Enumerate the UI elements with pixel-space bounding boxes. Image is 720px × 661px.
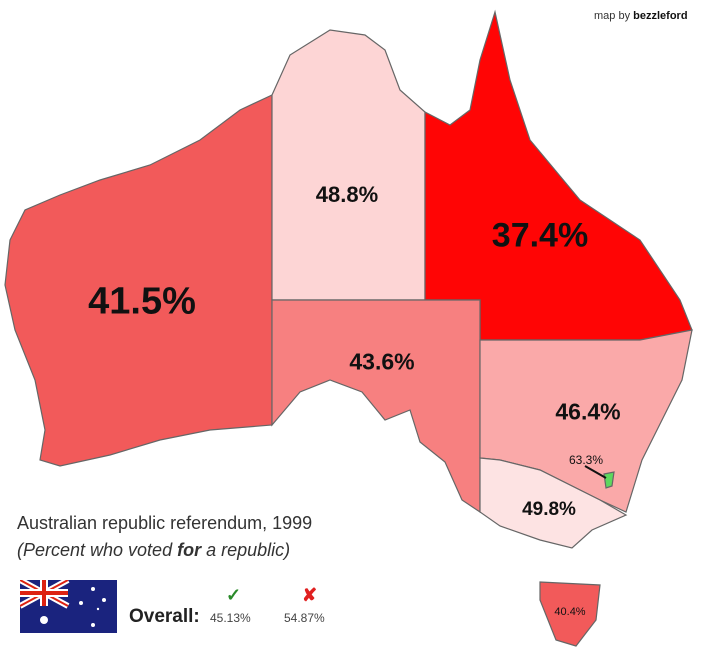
label-vic: 49.8%	[522, 499, 576, 520]
label-tas: 40.4%	[554, 606, 586, 618]
region-queensland[interactable]	[424, 9, 693, 341]
overall-no-value: 54.87%	[284, 611, 325, 625]
map-subtitle: (Percent who voted for a republic)	[17, 540, 290, 561]
region-south-australia[interactable]	[271, 299, 481, 514]
overall-yes-value: 45.13%	[210, 611, 251, 625]
australian-flag-icon	[20, 580, 117, 633]
subtitle-after: a republic)	[201, 540, 291, 560]
region-victoria[interactable]	[479, 457, 628, 549]
label-nsw: 46.4%	[555, 398, 621, 425]
region-northern-territory[interactable]	[271, 29, 426, 301]
check-icon: ✓	[226, 585, 242, 605]
region-tasmania[interactable]	[539, 581, 601, 647]
cross-icon: ✘	[302, 585, 318, 605]
label-act: 63.3%	[568, 453, 604, 467]
subtitle-bold: for	[177, 540, 202, 560]
subtitle-before: (Percent who voted	[17, 540, 178, 560]
label-wa: 41.5%	[88, 280, 196, 323]
region-act[interactable]	[603, 471, 615, 489]
map-credit: map by bezzleford	[594, 10, 688, 22]
credit-author: bezzleford	[633, 10, 688, 22]
label-qld: 37.4%	[491, 216, 589, 255]
credit-prefix: map by	[594, 10, 631, 22]
label-sa: 43.6%	[349, 348, 415, 375]
act-pointer	[584, 465, 607, 479]
region-western-australia[interactable]	[4, 94, 273, 467]
label-nt: 48.8%	[315, 182, 379, 207]
overall-label: Overall:	[129, 606, 200, 627]
map-title: Australian republic referendum, 1999	[17, 513, 313, 533]
